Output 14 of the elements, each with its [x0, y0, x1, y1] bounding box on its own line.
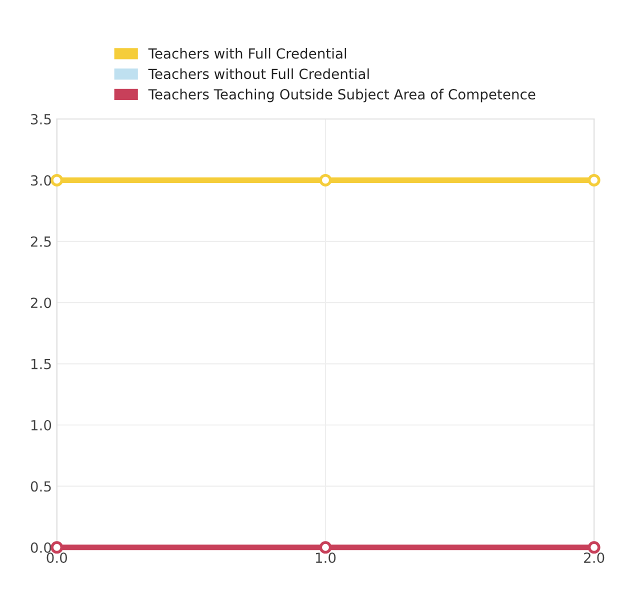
y-tick-label: 2.5: [30, 236, 51, 247]
legend-label: Teachers Teaching Outside Subject Area of Competence: [148, 88, 536, 102]
x-tick-label: 1.0: [316, 552, 336, 564]
y-tick-label: 2.0: [30, 298, 52, 308]
y-tick-label: 1.5: [31, 358, 51, 370]
legend-label: Teachers with Full Credential: [148, 48, 346, 59]
y-tick-label: 0.0: [30, 542, 52, 553]
x-tick-label: 2.0: [584, 552, 604, 564]
y-tick-label: 1.0: [31, 420, 52, 430]
y-tick-label: 3.0: [30, 175, 52, 186]
x-tick-label: 0.0: [46, 552, 67, 564]
y-tick-label: 0.5: [30, 481, 51, 492]
legend-label: Teachers without Full Credential: [148, 68, 369, 80]
y-tick-label: 3.5: [30, 114, 51, 124]
